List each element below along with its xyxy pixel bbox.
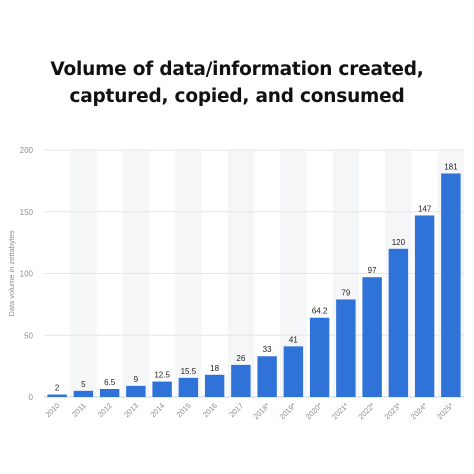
x-tick-label: 2020* — [304, 401, 324, 421]
x-tick-label: 2019* — [278, 401, 298, 421]
value-label-group: 2 5 6.5 9 12.5 15.5 18 26 33 41 64.2 79 97 120 147 181 — [55, 162, 458, 392]
bar-group — [47, 173, 461, 397]
chart-title-line-1: Volume of data/information created, — [50, 59, 424, 80]
y-tick-label: 200 — [20, 146, 34, 155]
bar — [152, 381, 172, 397]
x-tick-label: 2013 — [122, 401, 140, 419]
chart-title: Volume of data/information created, capt… — [0, 56, 474, 110]
x-tick-label: 2022* — [356, 401, 376, 421]
chart-title-line-2: captured, copied, and consumed — [69, 86, 405, 107]
bar-value-label: 120 — [392, 238, 406, 247]
x-tick-label: 2023* — [383, 401, 403, 421]
bar-value-label: 6.5 — [104, 378, 116, 387]
bar-value-label: 18 — [210, 364, 219, 373]
y-tick-label: 100 — [20, 270, 34, 279]
bar — [73, 390, 94, 397]
bar — [126, 385, 146, 397]
y-axis-label: Data volume in zettabytes — [7, 230, 16, 317]
bar-value-label: 64.2 — [312, 307, 328, 316]
x-tick-label: 2011 — [70, 401, 88, 419]
bar — [441, 173, 461, 397]
bar-value-label: 97 — [368, 266, 377, 275]
bar — [362, 277, 382, 397]
bar — [99, 388, 120, 397]
bar-value-label: 147 — [418, 204, 432, 213]
y-tick-label-group: 0 50 100 150 200 — [20, 146, 34, 402]
x-tick-label: 2012 — [96, 401, 114, 419]
bar-value-label: 9 — [134, 375, 139, 384]
bar — [204, 374, 225, 397]
bar-value-label: 5 — [81, 380, 86, 389]
bar-value-label: 79 — [341, 288, 350, 297]
bar — [257, 356, 277, 397]
bar — [283, 346, 304, 397]
bar — [178, 377, 199, 397]
x-tick-label: 2010 — [43, 401, 61, 419]
x-tick-label-group: 2010 2011 2012 2013 2014 2015 2016 2017 2018* 201… — [43, 401, 455, 421]
x-tick-label: 2016 — [201, 401, 219, 419]
x-tick-label: 2024* — [409, 401, 429, 421]
y-tick-label: 0 — [29, 393, 34, 402]
x-tick-label: 2025* — [435, 401, 455, 421]
bar-value-label: 41 — [289, 335, 298, 344]
bar-value-label: 33 — [263, 345, 272, 354]
bar-value-label: 15.5 — [181, 367, 197, 376]
bar — [336, 299, 356, 397]
bar-value-label: 12.5 — [154, 371, 170, 380]
x-tick-label: 2018* — [251, 401, 271, 421]
y-tick-label: 150 — [20, 208, 34, 217]
bar-value-label: 2 — [55, 384, 60, 393]
x-tick-label: 2021* — [330, 401, 350, 421]
bar — [388, 248, 409, 397]
bar — [47, 394, 67, 397]
x-tick-label: 2014 — [148, 401, 166, 419]
y-tick-label: 50 — [24, 331, 33, 340]
bar-value-label: 181 — [444, 162, 458, 171]
bar — [231, 364, 251, 397]
bar — [309, 317, 330, 397]
bar-value-label: 26 — [236, 354, 245, 363]
x-tick-label: 2017 — [227, 401, 245, 419]
x-tick-label: 2015 — [175, 401, 193, 419]
bar — [414, 215, 435, 397]
